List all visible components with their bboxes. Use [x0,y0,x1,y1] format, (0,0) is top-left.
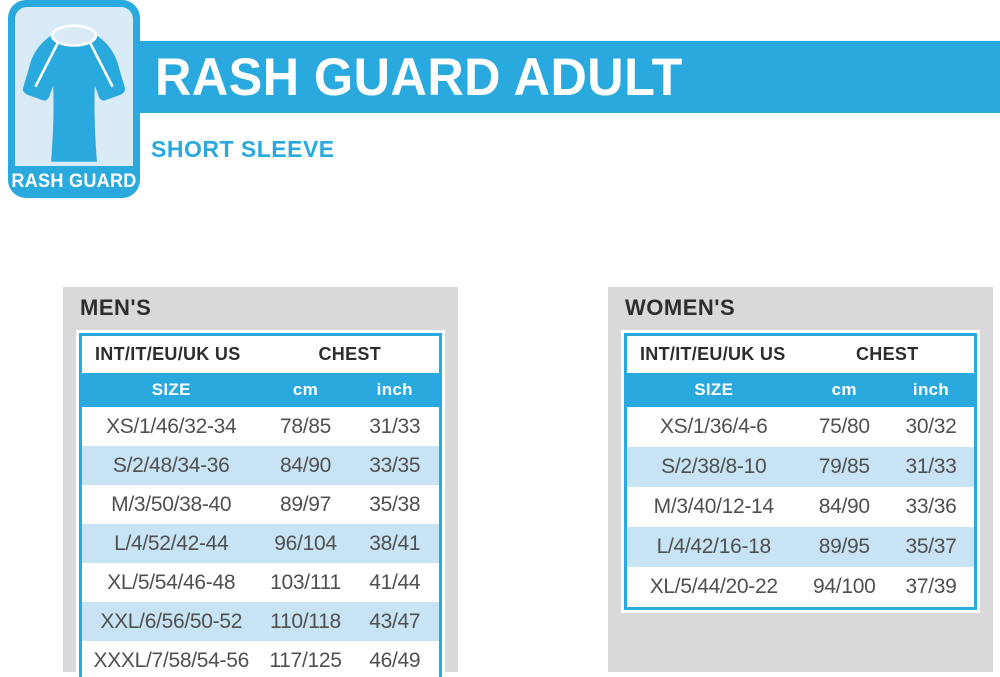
size-cell: M/3/50/38-40 [111,492,232,516]
table-row: M/3/40/12-14 84/90 33/36 [625,487,976,527]
table-row: XXXL/7/58/54-56 117/125 46/49 [80,641,441,677]
inch-cell: 33/36 [905,495,957,518]
page-title: RASH GUARD ADULT [155,47,683,107]
inch-cell: 38/41 [369,531,421,555]
mens-subheader-row: SIZE cm inch [80,373,441,407]
mens-panel: MEN'S INT/IT/EU/UK US CHEST SIZE cm inch [63,287,458,677]
page-subtitle: SHORT SLEEVE [151,136,335,162]
table-row: XL/5/44/20-22 94/100 37/39 [625,567,976,609]
cm-cell: 89/97 [279,492,332,516]
cm-cell: 89/95 [818,535,870,558]
badge-art [15,7,133,166]
cm-cell: 84/90 [279,453,332,477]
size-cell: XS/1/46/32-34 [106,414,237,438]
womens-header-row: INT/IT/EU/UK US CHEST [625,334,976,373]
rash-guard-shirt-icon [22,24,126,162]
size-cell: XXL/6/56/50-52 [100,609,243,633]
womens-col-cm: cm [800,373,888,407]
womens-col-inch: inch [888,373,976,407]
mens-header-row: INT/IT/EU/UK US CHEST [80,334,441,373]
inch-cell: 33/35 [369,453,421,477]
cm-cell: 96/104 [274,531,337,555]
rash-guard-badge: RASH GUARD [8,0,140,198]
mens-col-group-chest: CHEST [260,334,441,373]
mens-col-size: SIZE [80,373,261,407]
size-cell: L/4/42/16-18 [656,535,772,558]
womens-col-size: SIZE [625,373,801,407]
womens-panel: WOMEN'S INT/IT/EU/UK US CHEST SIZE cm in… [608,287,993,672]
cm-cell: 79/85 [818,455,870,478]
table-row: XS/1/46/32-34 78/85 31/33 [80,407,441,446]
table-row: L/4/42/16-18 89/95 35/37 [625,527,976,567]
cm-cell: 103/111 [270,570,341,594]
womens-title: WOMEN'S [625,295,736,320]
mens-col-group-size: INT/IT/EU/UK US [80,334,261,373]
inch-cell: 30/32 [905,415,957,438]
size-cell: S/2/38/8-10 [661,455,767,478]
inch-cell: 37/39 [905,575,957,598]
table-row: XL/5/54/46-48 103/111 41/44 [80,563,441,602]
size-cell: M/3/40/12-14 [653,495,774,518]
table-row: XS/1/36/4-6 75/80 30/32 [625,407,976,447]
table-row: XXL/6/56/50-52 110/118 43/47 [80,602,441,641]
table-row: S/2/48/34-36 84/90 33/35 [80,446,441,485]
inch-cell: 41/44 [369,570,421,594]
mens-col-inch: inch [350,373,441,407]
mens-size-table: INT/IT/EU/UK US CHEST SIZE cm inch XS/1/… [76,330,445,677]
cm-cell: 117/125 [269,648,342,672]
table-row: M/3/50/38-40 89/97 35/38 [80,485,441,524]
womens-size-table: INT/IT/EU/UK US CHEST SIZE cm inch XS/1/… [621,330,980,613]
size-cell: XXXL/7/58/54-56 [93,648,250,672]
inch-cell: 35/37 [905,535,957,558]
inch-cell: 35/38 [369,492,421,516]
badge-label: RASH GUARD [11,171,137,192]
inch-cell: 43/47 [369,609,421,633]
inch-cell: 31/33 [905,455,957,478]
inch-cell: 31/33 [369,414,421,438]
womens-col-group-size: INT/IT/EU/UK US [625,334,801,373]
womens-col-group-chest: CHEST [800,334,976,373]
size-cell: XL/5/54/46-48 [107,570,236,594]
size-cell: XL/5/44/20-22 [649,575,778,598]
cm-cell: 75/80 [818,415,870,438]
header-banner: RASH GUARD ADULT [130,41,1000,113]
size-cell: L/4/52/42-44 [114,531,229,555]
table-row: L/4/52/42-44 96/104 38/41 [80,524,441,563]
mens-title: MEN'S [80,295,152,320]
cm-cell: 84/90 [818,495,870,518]
mens-col-cm: cm [260,373,351,407]
womens-subheader-row: SIZE cm inch [625,373,976,407]
cm-cell: 110/118 [270,609,341,633]
inch-cell: 46/49 [369,648,421,672]
table-row: S/2/38/8-10 79/85 31/33 [625,447,976,487]
cm-cell: 94/100 [813,575,876,598]
size-cell: S/2/48/34-36 [112,453,230,477]
size-cell: XS/1/36/4-6 [659,415,768,438]
cm-cell: 78/85 [279,414,332,438]
